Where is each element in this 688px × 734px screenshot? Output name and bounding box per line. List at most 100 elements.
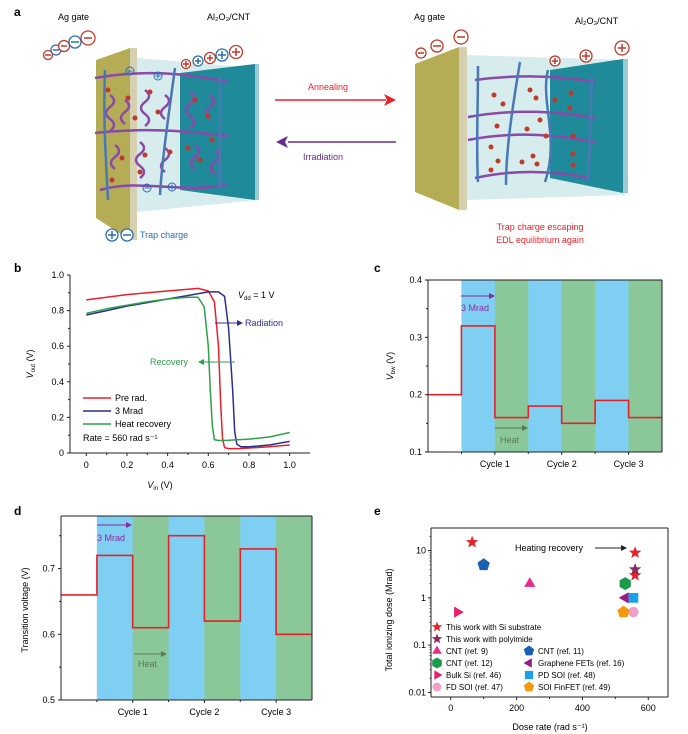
channel-label-right: Al₂O₃/CNT xyxy=(575,16,619,26)
chart-d: 0.5 0.6 0.7 Cycle 1 Cycle 2 Cycle 3 3 Mrad He… xyxy=(20,515,313,717)
series-line-pre-rad- xyxy=(86,287,290,450)
y-tick-label: 0.6 xyxy=(51,341,64,351)
y-tick-label: 0.01 xyxy=(408,687,426,697)
x-category-label: Cycle 1 xyxy=(118,707,148,717)
legend-label-pre-rad: Pre rad. xyxy=(115,393,147,403)
gate-negative-charges xyxy=(415,29,469,59)
y-tick-label: 0.6 xyxy=(42,629,55,639)
series-line-3-mrad xyxy=(86,291,290,448)
irradiation-label: Irradiation xyxy=(303,152,343,162)
x-tick-label: 0.8 xyxy=(243,460,256,470)
x-tick-label: 200 xyxy=(509,703,524,713)
cnt-plate-edge xyxy=(255,64,259,200)
y-tick-label: 0.5 xyxy=(42,695,55,705)
irradiation-arrowhead-icon xyxy=(489,293,495,299)
legend-label-heat-recovery: Heat recovery xyxy=(115,419,172,429)
irradiation-band xyxy=(96,516,134,700)
legend-label: CNT (ref. 12) xyxy=(446,659,493,668)
gate-negative-charges xyxy=(42,30,96,61)
legend-marker-this-work-with-si-substrate xyxy=(431,621,443,632)
trap-charge-particles xyxy=(105,87,215,183)
y-tick-label: 0.4 xyxy=(51,377,64,387)
marker-this-work-with-si-substrate xyxy=(628,546,642,558)
vdd-annotation: Vdd = 1 V xyxy=(238,290,274,302)
cnt-tubes xyxy=(475,61,594,186)
trap-charge-label: Trap charge xyxy=(140,230,188,240)
y-tick-label: 0.1 xyxy=(413,640,426,650)
legend-marker-cnt-ref-12 xyxy=(432,657,442,669)
x-tick-label: 1.0 xyxy=(283,460,296,470)
step-series-line xyxy=(61,534,312,636)
chart-e-points xyxy=(454,535,642,618)
legend-label: PD SOI (ref. 48) xyxy=(538,671,596,680)
legend-label: CNT (ref. 9) xyxy=(446,647,488,656)
chart-c-bands xyxy=(461,280,663,452)
panel-label-c: c xyxy=(374,261,381,275)
heat-arrowhead-icon xyxy=(522,425,528,431)
marker-soi-finfet-ref-49 xyxy=(617,605,630,618)
chart-e: 0.01 0.1 1 10 0 200 400 600 Heating recovery Th… xyxy=(384,527,669,732)
radiation-arrowhead-icon xyxy=(237,320,243,326)
legend-marker-bulk-si-ref-46 xyxy=(434,670,443,680)
gate-label-left: Ag gate xyxy=(58,12,89,22)
recovery-arrowhead-icon xyxy=(198,359,204,365)
step-series-line xyxy=(428,325,662,425)
y-tick-label: 1 xyxy=(421,593,426,603)
legend-label-3mrad: 3 Mrad xyxy=(115,406,143,416)
recovery-annotation: Recovery xyxy=(150,357,189,367)
irradiation-band xyxy=(461,280,496,452)
chart-e-ylabel: Total ionizing dose (Mrad) xyxy=(384,568,394,671)
x-tick-label: 0.2 xyxy=(121,460,134,470)
heat-band xyxy=(561,280,596,452)
legend-marker-this-work-with-polyimide xyxy=(431,633,443,644)
x-category-label: Cycle 2 xyxy=(547,459,577,469)
chart-e-legend: This work with Si substrate This work wit… xyxy=(431,621,625,692)
legend-label: This work with polyimide xyxy=(446,635,533,644)
ag-gate-edge xyxy=(130,48,137,240)
annealing-label: Annealing xyxy=(308,82,348,92)
legend-label: Bulk Si (ref. 46) xyxy=(446,671,501,680)
escaping-trap-particles xyxy=(488,87,576,173)
heat-annotation-d: Heat xyxy=(138,659,158,669)
ag-gate-plate xyxy=(415,47,459,210)
chart-c-line xyxy=(428,325,662,425)
chart-d-line xyxy=(61,534,312,636)
y-tick-label: 0.1 xyxy=(409,447,422,457)
chart-c-axes: 0.1 0.2 0.3 0.4 Cycle 1 Cycle 2 Cycle 3 xyxy=(409,275,663,469)
heat-arrowhead-icon xyxy=(161,651,167,657)
cnt-tubes xyxy=(103,67,222,201)
x-category-label: Cycle 2 xyxy=(189,707,219,717)
legend-marker-soi-finfet-ref-49 xyxy=(523,681,535,692)
marker-bulk-si-ref-46 xyxy=(454,606,464,618)
rate-annotation: Rate = 560 rad s⁻¹ xyxy=(83,433,158,443)
y-tick-label: 1.0 xyxy=(51,270,64,280)
series-line-heat-recovery xyxy=(86,296,290,442)
chart-b-legend: Pre rad. 3 Mrad Heat recovery Rate = 560… xyxy=(83,393,172,443)
y-tick-label: 10 xyxy=(416,546,426,556)
gate-label-right: Ag gate xyxy=(414,12,445,22)
polymer-network xyxy=(467,75,596,180)
chart-e-xlabel: Dose rate (rad s⁻¹) xyxy=(512,722,587,732)
y-tick-label: 0 xyxy=(59,448,64,458)
schematic-right: Ag gate Al₂O₃/CNT Trap charge escaping E… xyxy=(414,12,630,245)
y-tick-label: 0.2 xyxy=(409,390,422,400)
radiation-annotation: Radiation xyxy=(245,318,283,328)
chart-c-ylabel: Vbw (V) xyxy=(385,352,397,380)
chart-d-ylabel: Transition voltage (V) xyxy=(20,567,30,652)
marker-fd-soi-ref-47 xyxy=(628,606,639,618)
panel-label-b: b xyxy=(14,261,21,275)
cnt-plate xyxy=(180,64,255,200)
irradiation-arrowhead-icon xyxy=(126,522,132,528)
x-category-label: Cycle 3 xyxy=(614,459,644,469)
chart-b-ylabel: Vout (V) xyxy=(25,350,37,379)
marker-this-work-with-si-substrate xyxy=(466,535,479,548)
legend-label: This work with Si substrate xyxy=(446,623,542,632)
marker-cnt-ref-12 xyxy=(619,577,631,591)
irradiation-annotation-c: 3 Mrad xyxy=(461,303,489,313)
x-tick-label: 0 xyxy=(448,703,453,713)
marker-graphene-fets-ref-16 xyxy=(618,592,629,604)
ag-gate-edge xyxy=(459,47,467,210)
chart-b-axes: 0 0.2 0.4 0.6 0.8 1.0 0 0.2 0.4 0.6 0.8 1.0 xyxy=(51,270,310,470)
process-arrows: Annealing Irradiation xyxy=(275,82,396,162)
